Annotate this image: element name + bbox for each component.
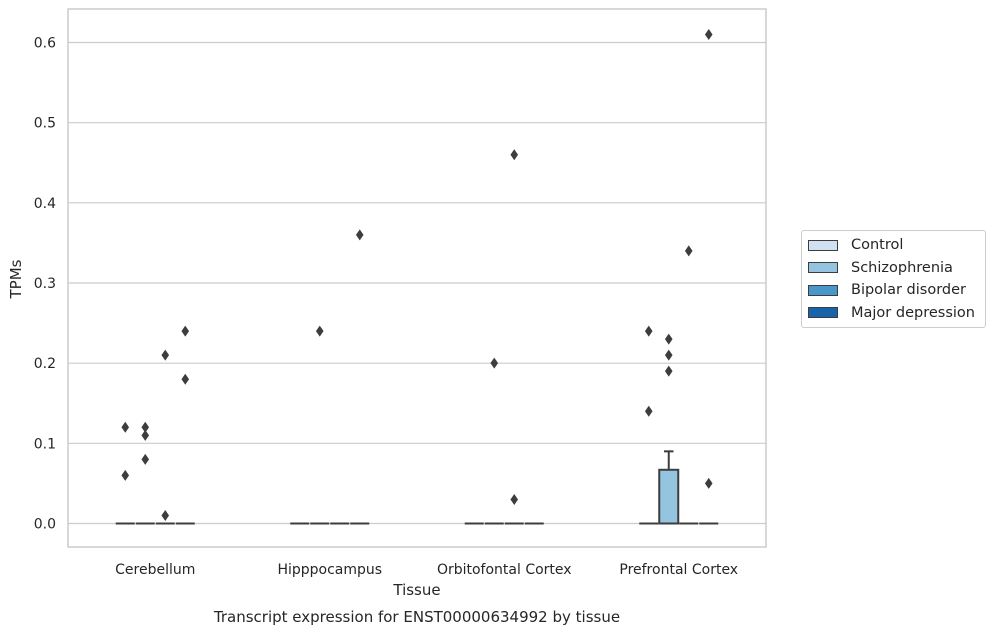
y-tick-label: 0.2 — [34, 356, 56, 372]
outlier-point — [664, 365, 673, 377]
outlier-point — [161, 509, 170, 521]
y-tick-label: 0.0 — [34, 517, 56, 533]
legend-swatch-control — [808, 239, 838, 251]
outlier-point — [490, 357, 499, 369]
outlier-point — [684, 245, 693, 257]
outlier-point — [704, 477, 713, 489]
legend-label-schizophrenia: Schizophrenia — [851, 259, 953, 276]
legend-swatch-major-depression — [808, 307, 838, 319]
legend-item-bipolar-disorder: Bipolar disorder — [808, 279, 979, 302]
outlier-point — [141, 421, 150, 433]
box — [658, 468, 680, 525]
outlier-point — [664, 333, 673, 345]
x-axis-label: Tissue — [392, 581, 440, 599]
outlier-point — [664, 349, 673, 361]
y-axis-label: TPMs — [7, 259, 25, 299]
y-tick-label: 0.6 — [34, 36, 56, 52]
outlier-point — [644, 325, 653, 337]
x-tick-label: Orbitofontal Cortex — [437, 562, 572, 578]
y-tick-label: 0.4 — [34, 196, 56, 212]
outlier-point — [121, 469, 130, 481]
outlier-point — [510, 149, 519, 161]
outliers — [121, 28, 713, 521]
gridlines — [68, 41, 766, 525]
plot-frame — [67, 8, 767, 548]
legend: Control Schizophrenia Bipolar disorder M… — [801, 230, 986, 328]
outlier-point — [141, 453, 150, 465]
x-tick-label: Cerebellum — [115, 562, 195, 578]
outlier-point — [181, 325, 190, 337]
legend-swatch-bipolar-disorder — [808, 284, 838, 296]
outlier-point — [181, 373, 190, 385]
boxes — [115, 450, 719, 525]
legend-swatch-schizophrenia — [808, 262, 838, 274]
legend-item-major-depression: Major depression — [808, 302, 979, 325]
outlier-point — [510, 493, 519, 505]
x-tick-label: Hipppocampus — [277, 562, 382, 578]
chart-title: Transcript expression for ENST0000063499… — [213, 608, 620, 626]
legend-label-bipolar-disorder: Bipolar disorder — [851, 282, 966, 299]
legend-label-major-depression: Major depression — [851, 304, 975, 321]
y-tick-label: 0.3 — [34, 276, 56, 292]
legend-item-schizophrenia: Schizophrenia — [808, 257, 979, 280]
outlier-point — [121, 421, 130, 433]
outlier-point — [161, 349, 170, 361]
outlier-point — [355, 229, 364, 241]
outlier-point — [704, 28, 713, 40]
y-tick-label: 0.1 — [34, 436, 56, 452]
y-tick-label: 0.5 — [34, 116, 56, 132]
y-axis-ticks: 0.0 0.1 0.2 0.3 0.4 0.5 0.6 — [34, 36, 56, 533]
x-axis-ticks: Cerebellum Hipppocampus Orbitofontal Corte… — [115, 562, 738, 578]
legend-label-control: Control — [851, 237, 904, 254]
outlier-point — [315, 325, 324, 337]
x-tick-label: Prefrontal Cortex — [619, 562, 738, 578]
outlier-point — [644, 405, 653, 417]
outlier-point — [141, 429, 150, 441]
legend-item-control: Control — [808, 234, 979, 257]
